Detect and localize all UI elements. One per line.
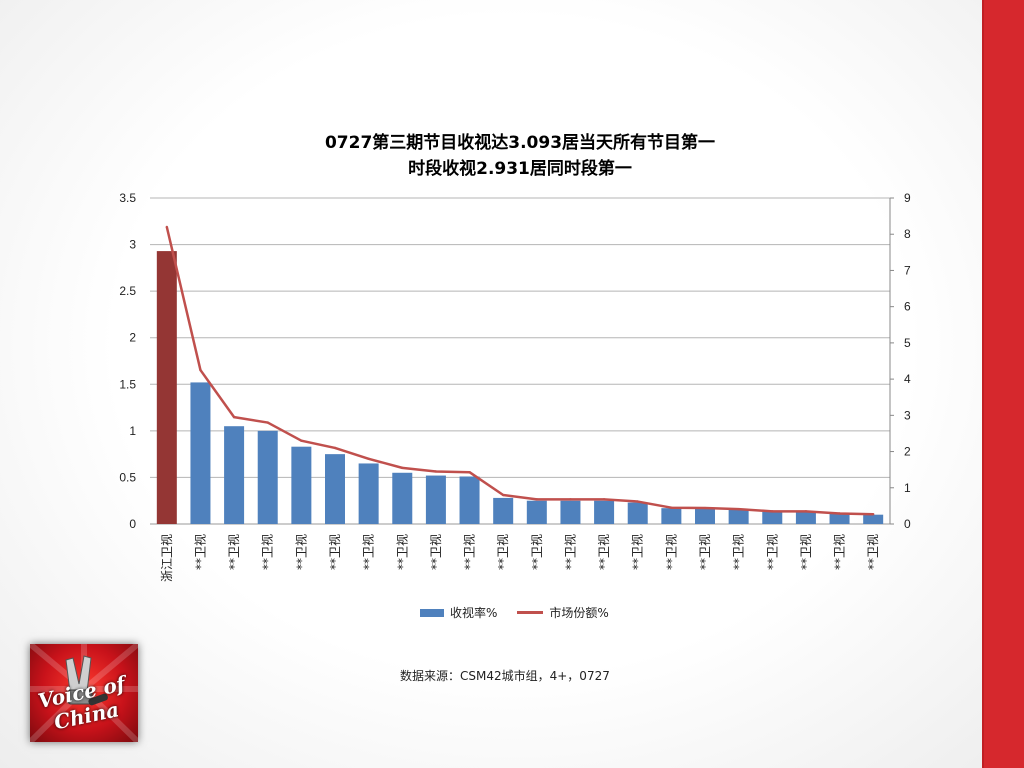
x-category-label: **卫视 — [327, 534, 342, 570]
y-right-tick-label: 3 — [904, 408, 911, 422]
x-category-label: **卫视 — [428, 534, 443, 570]
y-left-tick-label: 3.5 — [119, 191, 136, 205]
legend-swatch-line — [517, 611, 544, 614]
market-share-point-21 — [838, 512, 841, 515]
bar-11 — [493, 497, 514, 524]
y-left-tick-label: 1 — [129, 424, 136, 438]
x-category-label: **卫视 — [764, 534, 779, 570]
bar-10 — [459, 476, 480, 524]
legend-label-bar: 收视率% — [450, 606, 498, 620]
y-right-tick-label: 0 — [904, 517, 911, 531]
bar-18 — [728, 509, 749, 524]
market-share-point-18 — [737, 507, 740, 511]
y-left-tick-label: 2.5 — [119, 284, 136, 298]
market-share-point-1 — [165, 225, 169, 229]
x-category-label: **卫视 — [495, 534, 510, 570]
y-left-tick-label: 0 — [129, 517, 136, 531]
legend-item-line: 市场份额% — [517, 604, 609, 621]
x-category-label: **卫视 — [697, 534, 712, 570]
bar-17 — [695, 508, 715, 524]
x-category-label: **卫视 — [865, 534, 880, 570]
y-right-tick-label: 8 — [904, 227, 911, 241]
x-category-label: **卫视 — [630, 534, 645, 570]
bar-19 — [762, 511, 783, 524]
x-category-label: **卫视 — [529, 534, 544, 570]
y-right-tick-label: 7 — [904, 263, 911, 277]
market-share-line — [165, 226, 874, 516]
market-share-point-12 — [535, 498, 539, 501]
x-category-label: **卫视 — [596, 534, 611, 570]
x-category-label: **卫视 — [293, 534, 308, 570]
bar-3 — [224, 426, 245, 524]
bar-22 — [863, 514, 884, 524]
bar-7 — [358, 463, 379, 524]
bar-13 — [560, 500, 581, 524]
market-share-point-17 — [703, 506, 707, 510]
market-share-point-11 — [501, 493, 505, 497]
market-share-point-20 — [804, 510, 808, 513]
y-right-tick-label: 1 — [904, 481, 911, 495]
bar-20 — [795, 511, 816, 524]
market-share-point-16 — [670, 506, 673, 509]
market-share-point-13 — [569, 498, 572, 501]
x-category-label: **卫视 — [731, 534, 746, 570]
bar-5 — [291, 446, 312, 524]
x-category-label: **卫视 — [361, 534, 376, 570]
bar-1 — [156, 251, 177, 524]
market-share-point-2 — [199, 368, 202, 372]
voice-of-china-logo: Voice of China — [30, 644, 138, 742]
bar-4 — [257, 430, 278, 524]
bar-8 — [392, 472, 413, 524]
legend-label-line: 市场份额% — [549, 606, 609, 620]
chart-legend: 收视率% 市场份额% — [420, 604, 629, 621]
bar-14 — [594, 500, 615, 524]
market-share-point-15 — [636, 500, 639, 503]
x-category-label: **卫视 — [832, 534, 847, 570]
market-share-point-3 — [232, 415, 236, 419]
market-share-point-6 — [333, 446, 337, 450]
x-category-label: **卫视 — [663, 534, 678, 570]
bar-2 — [190, 382, 211, 524]
market-share-point-7 — [367, 457, 370, 460]
x-category-label: **卫视 — [226, 534, 241, 570]
y-left-tick-label: 3 — [129, 238, 136, 252]
x-category-label: **卫视 — [192, 534, 207, 570]
bar-16 — [661, 508, 682, 524]
y-right-tick-label: 5 — [904, 336, 911, 350]
chart-title-line2: 时段收视2.931居同时段第一 — [408, 159, 632, 179]
y-right-tick-label: 4 — [904, 372, 911, 386]
x-category-label: **卫视 — [394, 534, 409, 570]
market-share-point-9 — [434, 470, 438, 473]
bar-15 — [627, 502, 648, 524]
x-category-label: **卫视 — [798, 534, 813, 570]
bar-21 — [829, 513, 850, 524]
y-left-tick-label: 0.5 — [119, 470, 136, 484]
y-left-tick-label: 2 — [129, 331, 136, 345]
market-share-point-4 — [266, 421, 269, 424]
x-category-label: **卫视 — [260, 534, 275, 570]
y-right-tick-label: 2 — [904, 445, 911, 459]
y-left-tick-label: 1.5 — [119, 377, 136, 391]
bar-6 — [325, 454, 345, 524]
x-category-label: **卫视 — [462, 534, 477, 570]
bar-12 — [526, 500, 547, 524]
red-side-strip — [982, 0, 1024, 768]
data-source-note: 数据来源：CSM42城市组，4+，0727 — [400, 669, 610, 683]
logo-graphic — [30, 644, 138, 742]
x-category-label: 浙江卫视 — [159, 534, 174, 582]
legend-item-bar: 收视率% — [420, 604, 497, 621]
market-share-point-14 — [602, 498, 606, 501]
legend-swatch-bar — [420, 608, 444, 617]
y-right-tick-label: 6 — [904, 300, 911, 314]
market-share-point-5 — [300, 439, 303, 442]
market-share-point-8 — [401, 466, 404, 470]
market-share-point-22 — [871, 513, 875, 516]
market-share-point-19 — [771, 510, 774, 513]
x-category-label: **卫视 — [562, 534, 577, 570]
chart-title-line1: 0727第三期节目收视达3.093居当天所有节目第一 — [324, 133, 716, 153]
y-right-tick-label: 9 — [904, 191, 911, 205]
market-share-point-10 — [468, 471, 471, 474]
bar-9 — [425, 475, 446, 524]
